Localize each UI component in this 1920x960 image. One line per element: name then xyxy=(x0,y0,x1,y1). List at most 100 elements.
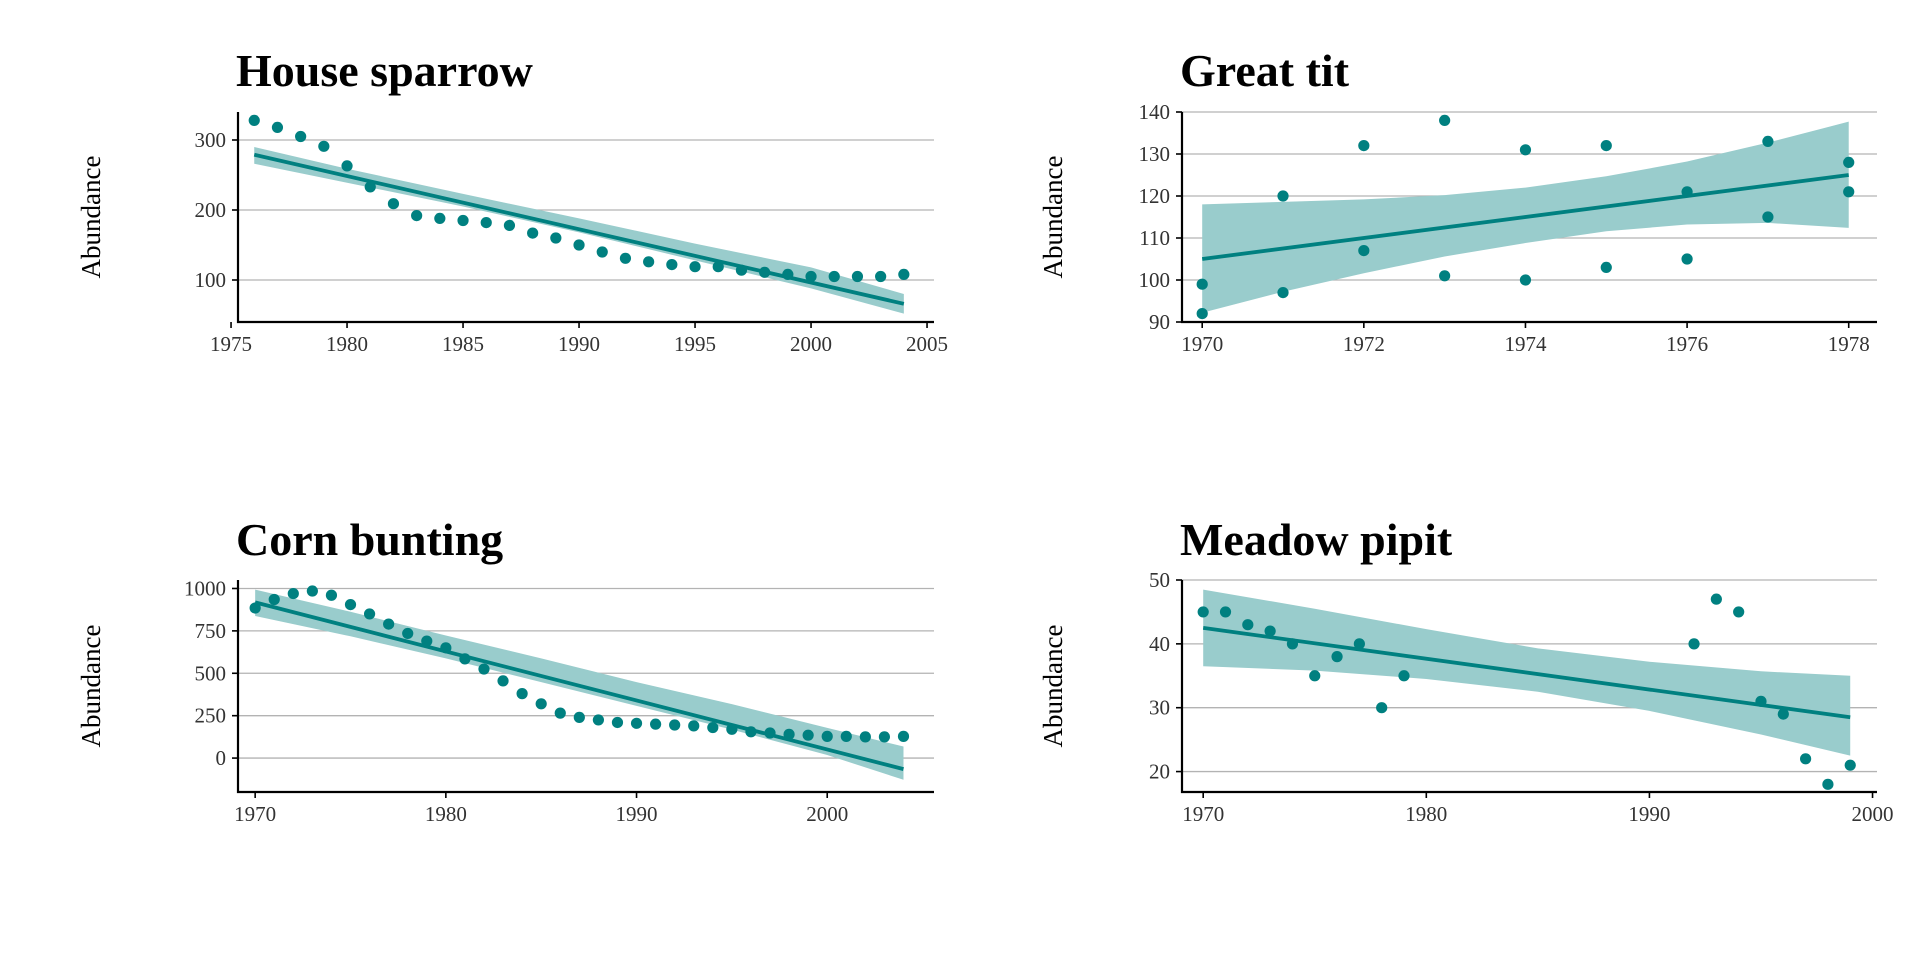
data-point xyxy=(1376,702,1388,714)
data-point xyxy=(712,261,724,273)
data-point xyxy=(287,587,299,600)
x-tick-label: 1995 xyxy=(674,332,716,356)
data-point xyxy=(859,731,871,743)
data-point xyxy=(1353,638,1365,650)
data-point xyxy=(1439,114,1451,126)
data-point xyxy=(268,593,280,606)
y-tick-label: 250 xyxy=(195,704,227,728)
data-point xyxy=(666,259,678,271)
data-point xyxy=(271,121,284,133)
data-point xyxy=(248,114,260,126)
data-point xyxy=(516,688,528,700)
data-point xyxy=(1843,156,1855,168)
data-point xyxy=(726,723,738,735)
data-point xyxy=(421,635,433,647)
panel-title: Corn bunting xyxy=(236,514,503,565)
data-point xyxy=(1762,135,1774,147)
data-point xyxy=(1197,606,1209,618)
y-tick-label: 0 xyxy=(216,746,227,770)
y-tick-label: 120 xyxy=(1139,184,1171,208)
data-point xyxy=(1733,606,1745,618)
x-tick-label: 1970 xyxy=(234,802,276,826)
y-tick-label: 30 xyxy=(1149,696,1170,720)
axis-lines xyxy=(1180,580,1877,794)
data-point xyxy=(592,714,604,726)
x-tick-label: 1975 xyxy=(210,332,252,356)
data-point xyxy=(1843,186,1855,198)
data-point xyxy=(411,210,423,222)
data-point xyxy=(650,718,662,730)
data-point xyxy=(689,261,701,273)
data-point xyxy=(782,268,794,280)
y-tick-label: 40 xyxy=(1149,632,1170,656)
x-tick-label: 1980 xyxy=(1405,802,1447,826)
data-point xyxy=(1822,778,1834,790)
data-point xyxy=(402,627,414,640)
y-tick-label: 130 xyxy=(1139,142,1171,166)
data-point xyxy=(878,731,891,743)
y-tick-label: 1000 xyxy=(184,576,226,600)
y-tick-label: 100 xyxy=(1139,268,1171,292)
data-point xyxy=(459,653,471,665)
data-point xyxy=(527,227,539,239)
y-tick-label: 20 xyxy=(1149,760,1170,784)
trend-line xyxy=(254,600,904,771)
trend-line xyxy=(1201,173,1849,261)
data-point xyxy=(363,608,376,620)
x-tick-label: 2000 xyxy=(790,332,832,356)
data-point xyxy=(1331,651,1343,663)
axis-lines xyxy=(236,580,934,794)
axis-lines xyxy=(236,112,934,324)
x-tick-label: 1976 xyxy=(1666,332,1708,356)
data-point xyxy=(1519,274,1532,286)
data-point xyxy=(707,721,719,734)
data-point xyxy=(1309,670,1321,682)
y-tick-label: 500 xyxy=(195,661,227,685)
data-point xyxy=(383,618,395,630)
data-point xyxy=(478,663,490,675)
data-point xyxy=(1277,190,1289,202)
panel-title: House sparrow xyxy=(236,45,533,96)
data-point xyxy=(1398,670,1410,682)
x-tick-label: 1970 xyxy=(1181,332,1223,356)
y-tick-label: 50 xyxy=(1149,568,1170,592)
data-point xyxy=(643,256,655,268)
y-axis-label: Abundance xyxy=(1038,156,1068,279)
data-point xyxy=(764,727,776,739)
data-point xyxy=(1681,186,1693,198)
data-point xyxy=(759,266,771,278)
x-tick-label: 1990 xyxy=(616,802,658,826)
data-point xyxy=(364,181,376,193)
data-point xyxy=(1800,753,1812,765)
data-point xyxy=(503,219,516,231)
data-point xyxy=(535,698,547,710)
data-point xyxy=(619,252,632,264)
y-tick-label: 200 xyxy=(195,198,227,222)
x-tick-label: 1985 xyxy=(442,332,484,356)
data-point xyxy=(1600,140,1612,152)
data-point xyxy=(611,716,624,729)
data-point xyxy=(1600,261,1612,273)
data-point xyxy=(440,642,452,654)
data-point xyxy=(457,214,469,227)
panel-title: Great tit xyxy=(1180,45,1350,96)
data-point xyxy=(1242,619,1254,631)
data-point xyxy=(573,711,585,723)
panel-title: Meadow pipit xyxy=(1180,514,1453,565)
data-point xyxy=(745,726,757,738)
data-point xyxy=(805,270,817,283)
data-point xyxy=(735,264,748,276)
data-point xyxy=(480,217,492,229)
trend-line xyxy=(253,152,905,306)
data-point xyxy=(1681,253,1693,265)
data-point xyxy=(341,160,353,172)
data-point xyxy=(1196,308,1208,320)
data-point xyxy=(828,270,840,283)
data-point xyxy=(1688,638,1700,650)
y-tick-label: 140 xyxy=(1139,100,1171,124)
data-point xyxy=(1755,695,1767,707)
x-tick-label: 1970 xyxy=(1182,802,1224,826)
data-point xyxy=(1710,593,1722,605)
data-point xyxy=(875,270,887,283)
y-tick-label: 90 xyxy=(1149,310,1170,334)
